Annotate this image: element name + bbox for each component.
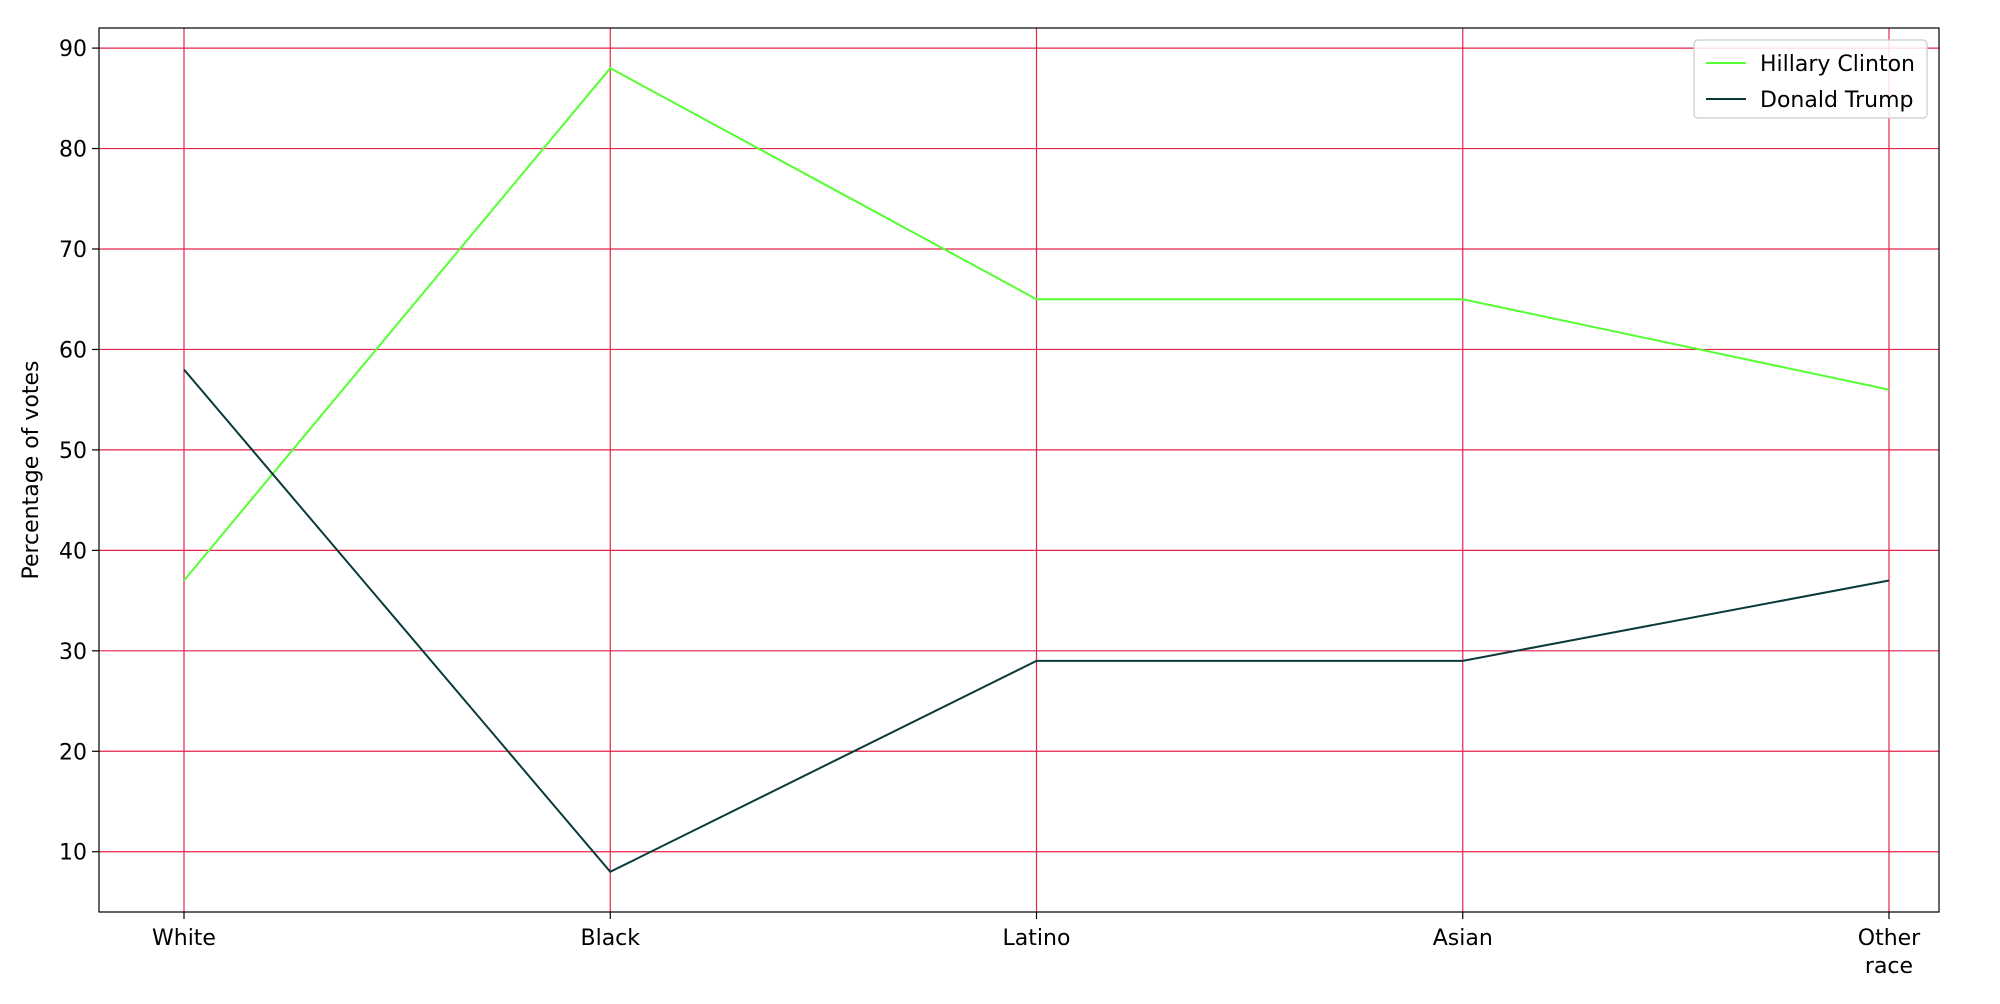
y-tick-label: 50 [59,439,87,464]
series-line-donald-trump [183,368,1890,874]
y-tick-label: 70 [59,238,87,263]
y-tick-label: 40 [59,539,87,564]
legend: Hillary Clinton Donald Trump [1693,39,1928,119]
y-tick-label: 20 [59,740,87,765]
x-tick-label: Latino [1003,926,1071,951]
x-tick-label: Asian [1433,926,1493,951]
series-lines [183,66,1890,874]
y-tick-label: 80 [59,138,87,163]
y-tick-label: 10 [59,841,87,866]
legend-box [1693,39,1928,119]
x-tick-label: Other race [1858,926,1921,979]
y-axis-label: Percentage of votes [19,360,44,579]
x-tick-label: Black [580,926,640,951]
y-axis-ticks: 10 20 30 40 50 60 70 80 90 [59,37,99,866]
plot-frame [98,27,1940,913]
grid-lines [99,28,1939,912]
legend-label: Donald Trump [1760,88,1913,113]
y-tick-label: 90 [59,37,87,62]
series-line-hillary-clinton [183,66,1890,582]
legend-label: Hillary Clinton [1760,52,1915,77]
y-tick-label: 60 [59,338,87,363]
x-tick-label: White [152,926,216,951]
y-tick-label: 30 [59,640,87,665]
x-axis-ticks: White Black Latino Asian Other race [152,912,1921,979]
